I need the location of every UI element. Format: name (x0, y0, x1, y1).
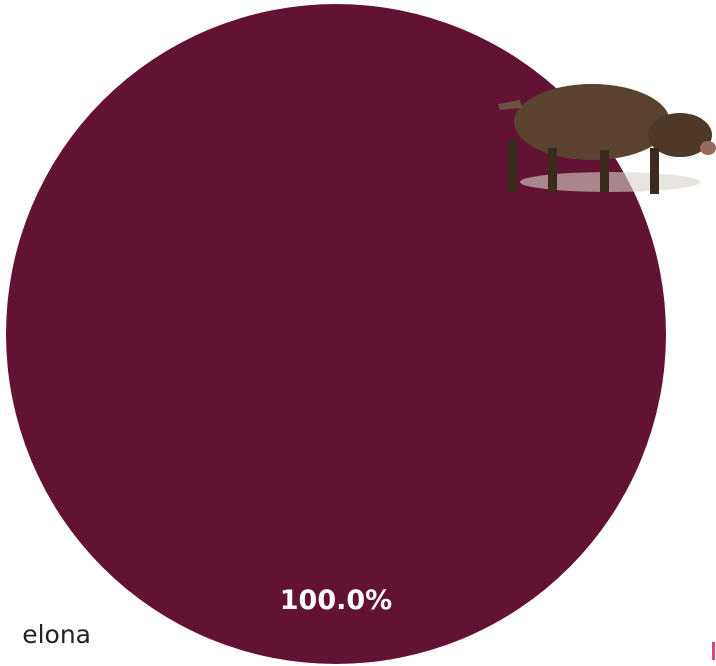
pie-slice (6, 4, 666, 664)
value-label: 100.0% (280, 585, 392, 616)
boar-image (498, 84, 716, 194)
category-label: elona (22, 620, 91, 649)
pie (6, 4, 666, 664)
edge-mark (712, 642, 715, 660)
